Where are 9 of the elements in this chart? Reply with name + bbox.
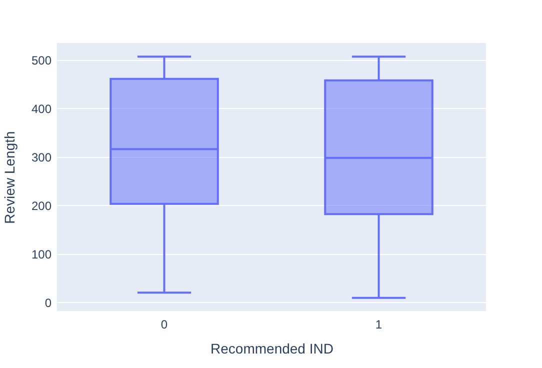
y-tick-label: 200 [31, 198, 52, 213]
y-tick-label: 300 [31, 150, 52, 164]
x-tick-label: 1 [375, 318, 382, 332]
y-tick-label: 500 [31, 53, 52, 68]
x-axis-title: Recommended IND [210, 340, 334, 356]
y-axis-title: Review Length [1, 131, 18, 224]
y-tick-label: 400 [31, 102, 52, 116]
y-tick-label: 0 [44, 296, 52, 310]
y-tick-label: 100 [31, 247, 52, 262]
